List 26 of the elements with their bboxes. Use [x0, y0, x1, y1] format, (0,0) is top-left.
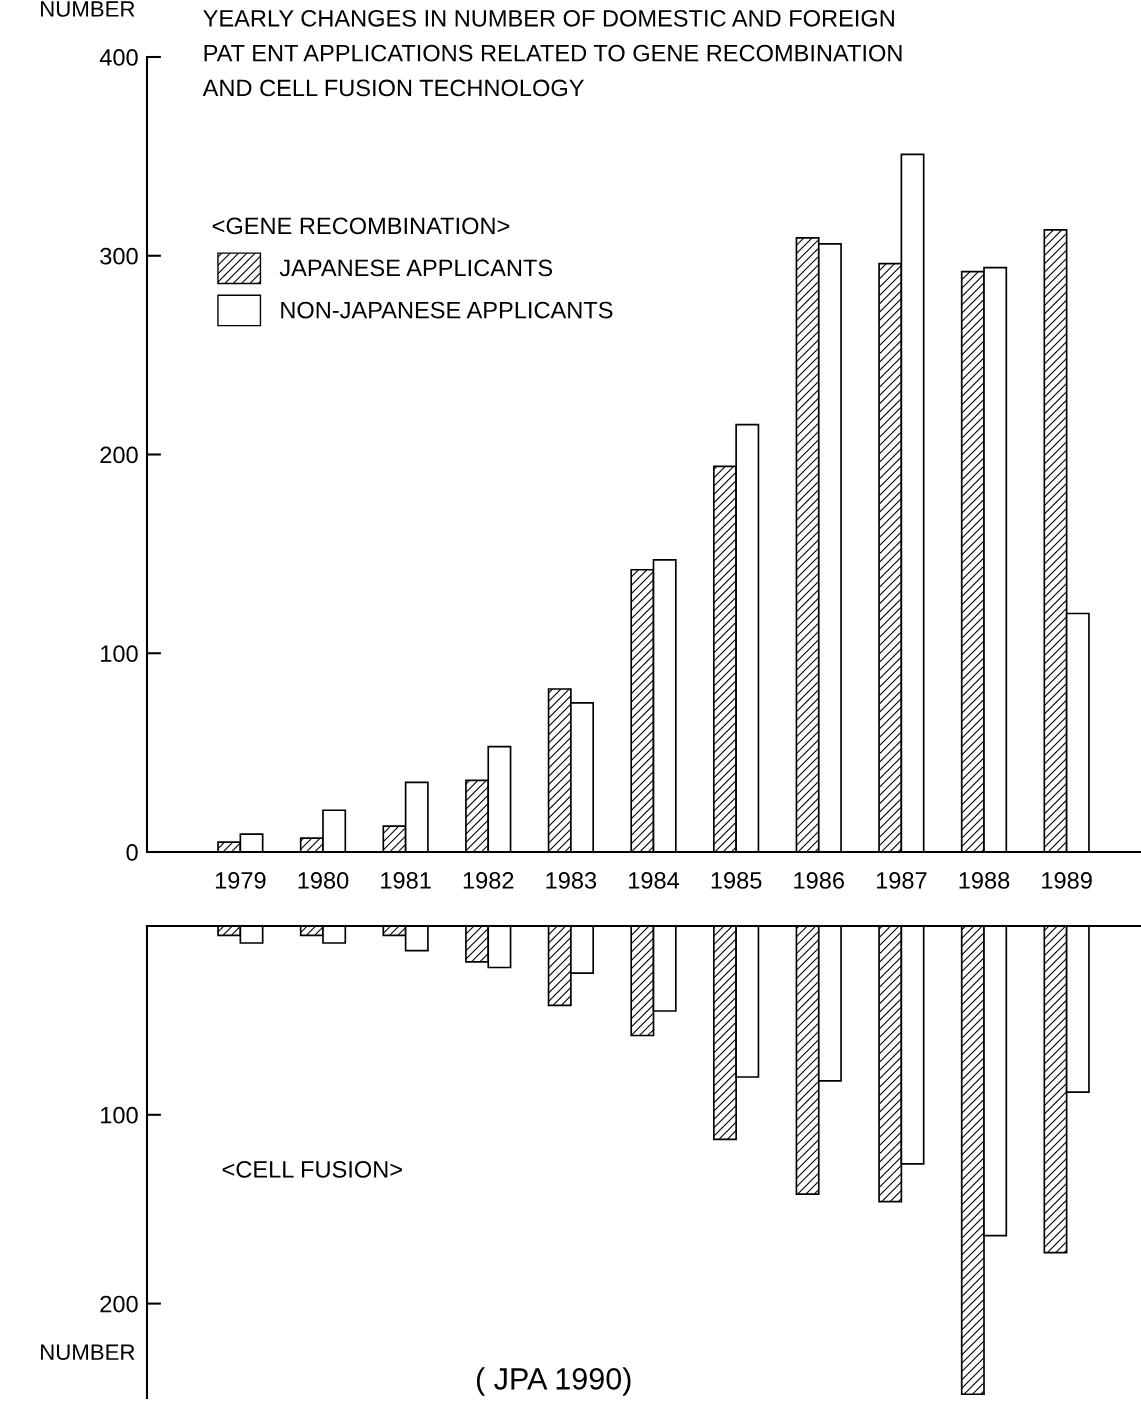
- annotation: ( JPA 1990): [476, 1367, 631, 1396]
- legend-label: JAPANESE APPLICANTS: [279, 259, 553, 277]
- y-tick-label: 100: [101, 645, 138, 663]
- x-tick-label: 1986: [794, 872, 844, 889]
- chart-title: YEARLY CHANGES IN NUMBER OF DOMESTIC AND FOREIGN PAT ENT APPLICATIONS RELATED TO GENE RECOMBINATION AND CELL FUSION TECHNOLOGY: [202, 9, 902, 97]
- y-tick-label: 300: [100, 247, 138, 265]
- x-tick-label: 1984: [629, 872, 680, 889]
- x-tick-label: 1989: [1042, 872, 1092, 889]
- x-tick-label: 1987: [876, 872, 927, 889]
- y-axis-title: NUMBER: [41, 1, 135, 17]
- x-tick-label: 1982: [463, 872, 514, 889]
- y-tick-label: 200: [100, 1295, 138, 1313]
- legend-label: NON-JAPANESE APPLICANTS: [281, 301, 613, 319]
- y-tick-label: 100: [101, 1106, 138, 1124]
- x-tick-label: 1985: [711, 872, 762, 889]
- annotation: <GENE RECOMBINATION>: [212, 217, 510, 235]
- y-tick-label: 0: [126, 844, 138, 861]
- x-tick-label: 1979: [215, 872, 266, 889]
- y-tick-label: 200: [100, 446, 138, 464]
- y-axis-title: NUMBER: [41, 1344, 135, 1361]
- x-tick-label: 1988: [959, 872, 1010, 889]
- y-tick-label: 400: [99, 49, 138, 66]
- annotation: <CELL FUSION>: [222, 1161, 402, 1178]
- x-tick-label: 1980: [298, 872, 349, 889]
- x-tick-label: 1981: [381, 872, 431, 889]
- x-tick-label: 1983: [546, 872, 597, 889]
